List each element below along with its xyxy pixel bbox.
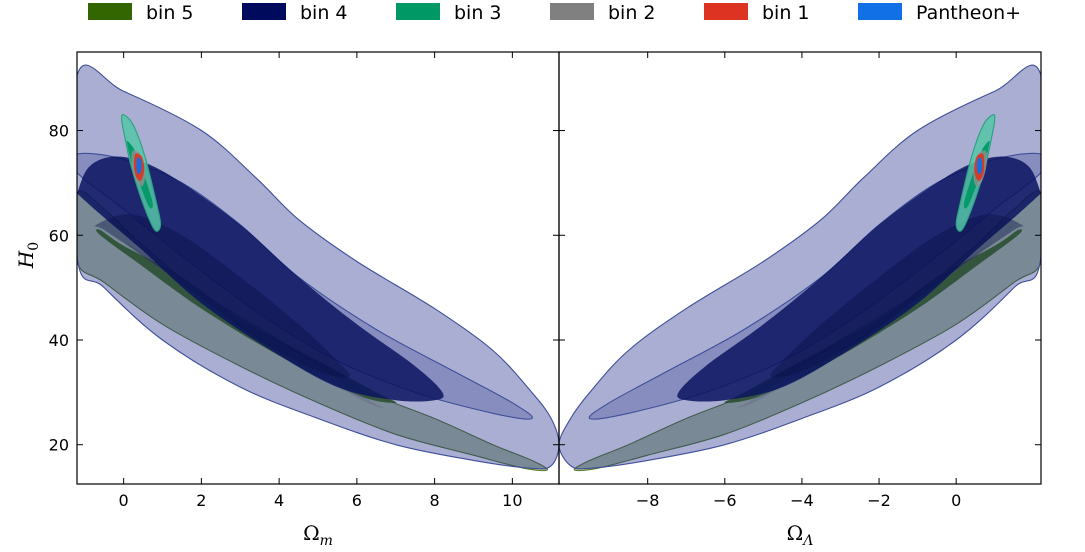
panel-omega-m: 0 2 4 6 8 10 20 40 60 80 Ωm — [49, 51, 560, 549]
x-tick-label-omega-m: 6 — [352, 491, 362, 510]
x-tick-label-omega-m: 10 — [502, 491, 522, 510]
y-tick-label: 80 — [49, 122, 69, 141]
x-tick-label-omega-lambda: −2 — [867, 491, 891, 510]
legend-label-bin-2: bin 2 — [608, 2, 656, 24]
contour-bin-4-0.5sigma — [94, 214, 350, 378]
y-axis-label: H0 — [14, 242, 42, 269]
y-axis-label-base: H — [14, 250, 38, 269]
panel-omega-lambda: −8 −6 −4 −2 0 ΩΛ — [558, 51, 1042, 549]
axes-frame-omega-lambda — [558, 51, 1042, 485]
legend-label-pantheon-: Pantheon+ — [916, 2, 1021, 24]
x-tick-label-omega-m: 0 — [119, 491, 129, 510]
legend-label-bin-1: bin 1 — [762, 2, 810, 24]
x-tick-label-omega-m: 8 — [430, 491, 440, 510]
x-tick-label-omega-lambda: −8 — [636, 491, 660, 510]
y-tick-label: 60 — [49, 226, 69, 245]
x-tick-label-omega-lambda: −6 — [713, 491, 737, 510]
x-axis-label-sub: m — [320, 533, 333, 549]
x-tick-label-omega-lambda: 0 — [951, 491, 961, 510]
x-axis-label-sub: Λ — [801, 533, 813, 549]
legend-label-bin-3: bin 3 — [454, 2, 502, 24]
contours-omega-m — [77, 64, 559, 472]
x-tick-label-omega-lambda: −4 — [790, 491, 814, 510]
x-axis-label-omega-lambda: ΩΛ — [787, 521, 814, 549]
contours-omega-lambda — [559, 64, 1041, 472]
legend: bin 5 bin 4 bin 3 bin 2 bin 1 Pantheon+ — [88, 2, 1021, 24]
contour-bin-4-2sigma — [559, 64, 1041, 470]
y-tick-label: 20 — [49, 436, 69, 455]
legend-swatch-pantheon- — [858, 3, 902, 20]
legend-swatch-bin-3 — [396, 3, 440, 20]
x-axis-label-base: Ω — [303, 521, 320, 545]
y-tick-label: 40 — [49, 331, 69, 350]
y-axis-label-sub: 0 — [26, 242, 42, 251]
x-axis-label-omega-m: Ωm — [303, 521, 333, 549]
legend-swatch-bin-4 — [242, 3, 286, 20]
legend-label-bin-4: bin 4 — [300, 2, 348, 24]
legend-swatch-bin-5 — [88, 3, 132, 20]
contour-bin-4-1sigma — [77, 156, 444, 402]
contour-pantheon--1sigma — [976, 157, 983, 174]
contour-bin-4-0.5sigma — [770, 214, 1024, 378]
contour-pantheon--1sigma — [136, 157, 142, 174]
x-axis-label-base: Ω — [787, 521, 804, 545]
x-tick-label-omega-m: 2 — [196, 491, 206, 510]
contour-bin-4-1sigma — [677, 156, 1041, 402]
legend-label-bin-5: bin 5 — [146, 2, 194, 24]
legend-swatch-bin-1 — [704, 3, 748, 20]
legend-swatch-bin-2 — [550, 3, 594, 20]
x-tick-label-omega-m: 4 — [274, 491, 284, 510]
